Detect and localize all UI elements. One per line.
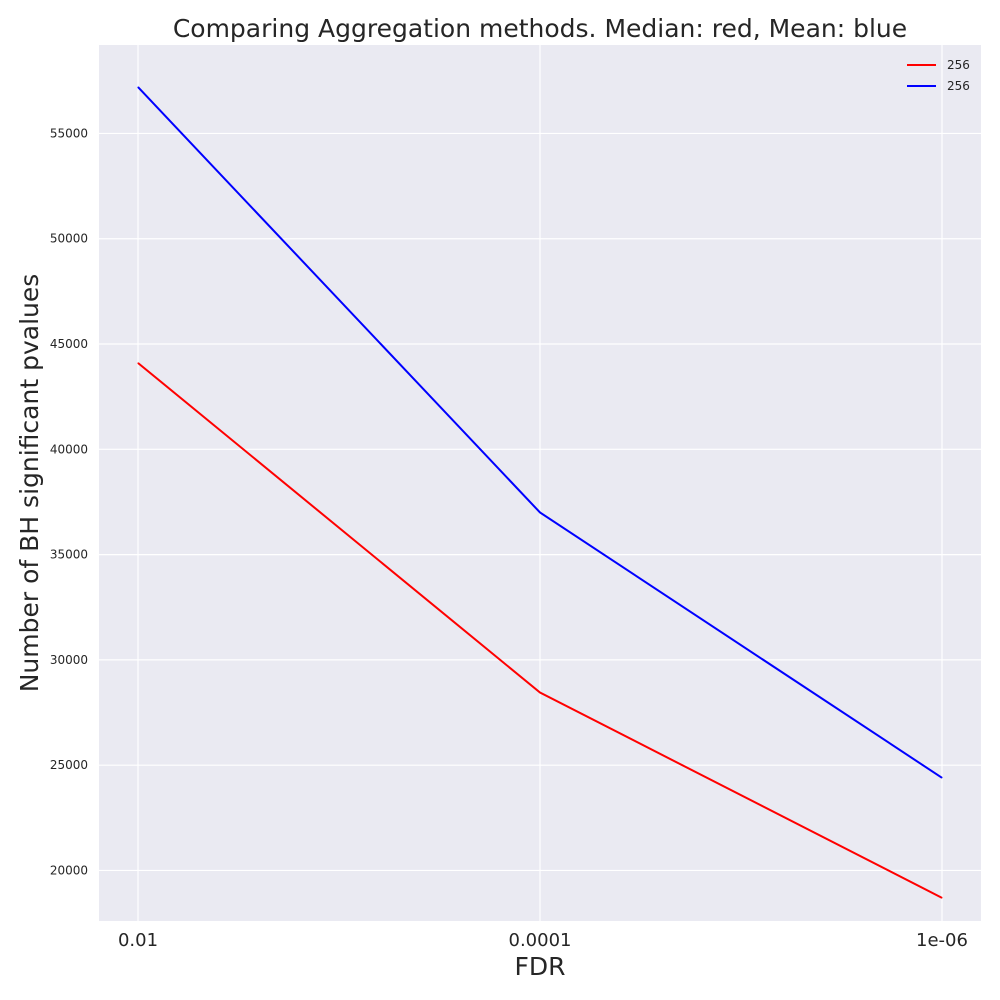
legend-label: 256 [947, 58, 970, 72]
data-point [137, 86, 139, 88]
x-tick-label: 1e-06 [916, 930, 968, 951]
data-point [137, 362, 139, 364]
x-ticks: 0.01 0.0001 1e-06 [118, 930, 968, 951]
y-tick-label: 25000 [50, 758, 88, 772]
y-tick-label: 35000 [50, 548, 88, 562]
y-tick-label: 55000 [50, 126, 88, 140]
legend: 256 256 [907, 58, 970, 93]
y-tick-label: 40000 [50, 442, 88, 456]
data-point [941, 897, 943, 899]
x-tick-label: 0.0001 [509, 930, 572, 951]
legend-label: 256 [947, 79, 970, 93]
y-tick-label: 30000 [50, 653, 88, 667]
x-tick-label: 0.01 [118, 930, 158, 951]
x-axis-label: FDR [514, 952, 565, 981]
series-group [137, 86, 943, 899]
y-axis-label: Number of BH significant pvalues [15, 274, 44, 693]
y-tick-label: 45000 [50, 337, 88, 351]
grid [99, 45, 981, 921]
data-point [941, 777, 943, 779]
chart-title: Comparing Aggregation methods. Median: r… [173, 14, 907, 43]
y-tick-label: 20000 [50, 863, 88, 877]
y-tick-label: 50000 [50, 232, 88, 246]
data-point [539, 692, 541, 694]
y-ticks: 20000 25000 30000 35000 40000 45000 50000 55000 [50, 126, 88, 877]
data-point [539, 511, 541, 513]
